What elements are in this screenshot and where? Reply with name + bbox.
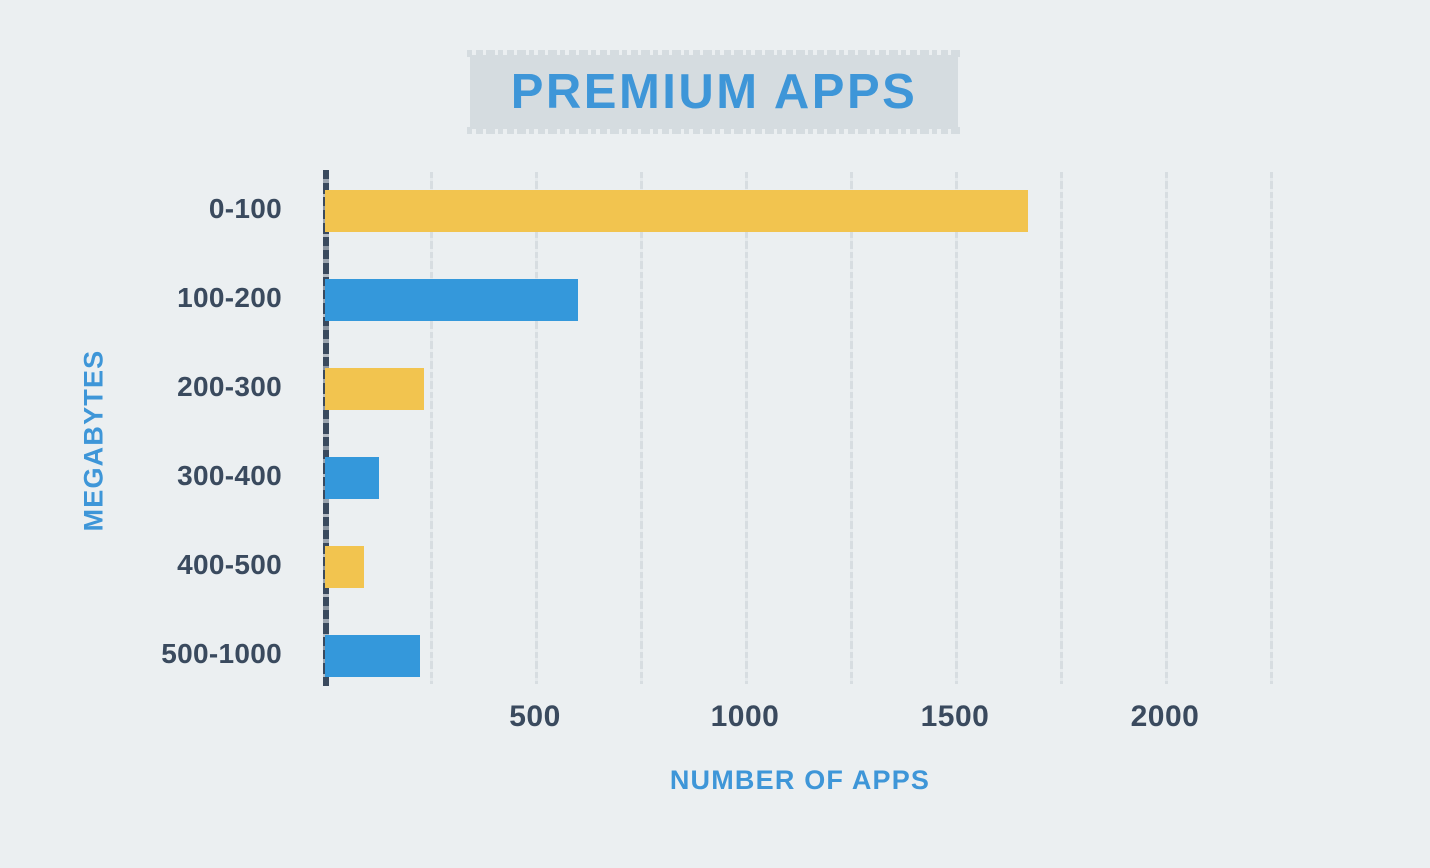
bar	[325, 457, 380, 499]
bar	[325, 546, 365, 588]
chart-title-banner: PREMIUM APPS	[467, 50, 961, 134]
y-axis-spine	[323, 170, 329, 686]
x-axis-tick-label: 1500	[920, 700, 990, 733]
gridline	[429, 172, 433, 684]
y-axis-tick-label: 400-500	[177, 549, 282, 580]
gridline	[1164, 172, 1168, 684]
gridline	[534, 172, 538, 684]
gridline	[1059, 172, 1063, 684]
x-axis-title: NUMBER OF APPS	[669, 765, 931, 795]
y-axis-title: MEGABYTES	[78, 349, 109, 532]
gridline	[954, 172, 958, 684]
y-axis-tick-label: 200-300	[177, 371, 282, 402]
gridline	[744, 172, 748, 684]
gridline	[1269, 172, 1273, 684]
x-axis-tick-label: 1000	[710, 700, 780, 733]
gridline	[849, 172, 853, 684]
chart-title: PREMIUM APPS	[510, 65, 918, 119]
y-axis-tick-label: 100-200	[177, 282, 282, 313]
y-axis-tick-label: 300-400	[177, 460, 282, 491]
y-axis-tick-label: 500-1000	[161, 638, 282, 669]
bar	[325, 190, 1029, 232]
x-axis-tick-label: 2000	[1130, 700, 1200, 733]
y-axis-tick-label: 0-100	[208, 193, 282, 224]
plot-area	[325, 172, 1275, 684]
bar	[325, 635, 420, 677]
gridline	[639, 172, 643, 684]
x-axis-tick-label: 500	[509, 700, 561, 733]
bar	[325, 368, 425, 410]
bar	[325, 279, 578, 321]
